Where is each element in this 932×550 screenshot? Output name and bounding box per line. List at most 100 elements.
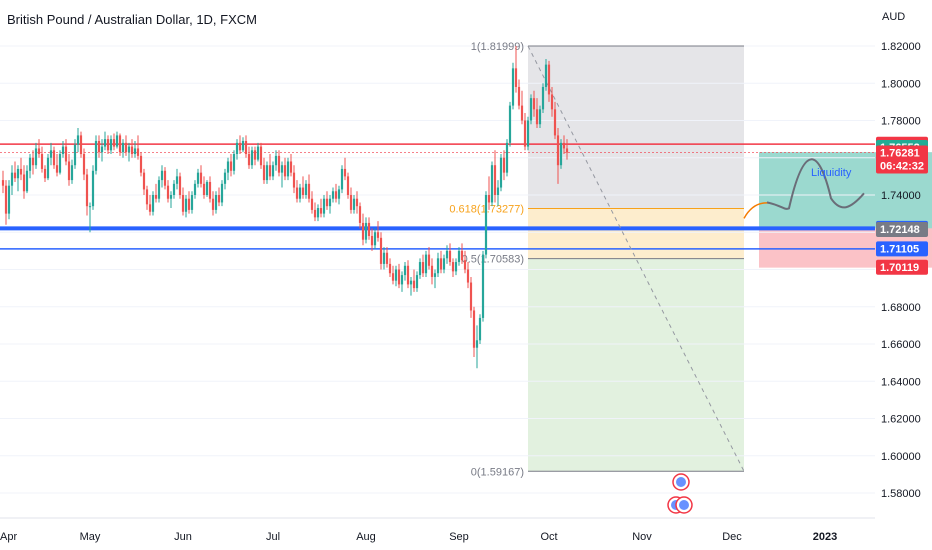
candle-body xyxy=(268,165,272,177)
candle-body xyxy=(172,183,176,195)
candle-body xyxy=(553,109,557,136)
y-tick-label: 1.78000 xyxy=(881,116,921,128)
candle-body xyxy=(301,187,305,195)
y-tick-label: 1.58000 xyxy=(881,488,921,500)
candle-body xyxy=(445,250,449,259)
candle-body xyxy=(562,142,566,149)
candle-body xyxy=(514,68,518,87)
x-tick-label: Jun xyxy=(174,531,192,543)
candle-body xyxy=(484,195,488,255)
candle-body xyxy=(7,185,11,214)
candle-body xyxy=(163,170,167,186)
candle-body xyxy=(505,142,509,173)
fib-level-label: 0(1.59167) xyxy=(471,466,524,478)
candle-body xyxy=(475,340,479,348)
candle-body xyxy=(46,157,50,179)
candle-body xyxy=(217,195,221,203)
candle-body xyxy=(388,263,392,274)
candle-body xyxy=(403,265,407,276)
candle-body xyxy=(526,120,530,147)
candle-body xyxy=(55,165,59,173)
candle-body xyxy=(325,198,329,207)
candle-body xyxy=(226,161,230,173)
fib-zone-lower xyxy=(528,258,744,472)
candle-body xyxy=(451,262,455,272)
candles xyxy=(1,46,569,369)
candle-body xyxy=(472,310,476,348)
candle-body xyxy=(202,183,206,195)
time-axis[interactable]: Apr May Jun Jul Aug Sep Oct Nov Dec 2023 xyxy=(0,517,875,543)
candle-body xyxy=(298,187,302,199)
candle-body xyxy=(406,265,410,285)
y-tick-label: 1.82000 xyxy=(881,41,921,53)
x-tick-label: Apr xyxy=(0,531,17,543)
candle-body xyxy=(34,148,38,166)
candle-body xyxy=(112,139,116,147)
price-tags: 1.767261.765521.7628106:42:321.722061.72… xyxy=(876,136,928,275)
candle-body xyxy=(100,146,104,153)
candle-body xyxy=(448,250,452,263)
candle-body xyxy=(394,269,398,281)
price-tag xyxy=(876,145,928,174)
fib-level-label: 1(1.81999) xyxy=(471,41,524,53)
candle-body xyxy=(160,170,164,181)
candle-body xyxy=(358,206,362,223)
y-tick-label: 1.64000 xyxy=(881,376,921,388)
fib-zone-upper xyxy=(528,46,744,209)
candle-body xyxy=(61,146,65,155)
candle-body xyxy=(130,146,134,155)
candle-body xyxy=(424,254,428,274)
candle-body xyxy=(457,250,461,263)
y-tick-label: 1.62000 xyxy=(881,414,921,426)
x-tick-label: 2023 xyxy=(813,531,837,543)
candle-body xyxy=(31,157,35,166)
candle-body xyxy=(229,161,233,171)
candle-body xyxy=(196,172,200,184)
candle-body xyxy=(343,168,347,177)
candle-body xyxy=(460,250,464,261)
candle-body xyxy=(454,262,458,272)
x-tick-label: Aug xyxy=(356,531,376,543)
fib-level-label: 0.5(1.70583) xyxy=(462,254,524,266)
candle-body xyxy=(211,198,215,210)
candle-body xyxy=(58,154,62,173)
candle-body xyxy=(286,161,290,177)
candle-body xyxy=(496,187,500,195)
candle-body xyxy=(334,191,338,199)
candle-body xyxy=(295,187,299,199)
candle-body xyxy=(82,154,86,175)
candle-body xyxy=(397,269,401,285)
candle-body xyxy=(91,170,95,207)
price-tag-label: 1.71105 xyxy=(880,243,919,255)
price-tag-label: 1.72148 xyxy=(880,224,920,236)
candle-body xyxy=(232,154,236,171)
fibonacci-retracement: 1(1.81999)0.618(1.73277)0.5(1.70583)0(1.… xyxy=(449,41,745,478)
candle-body xyxy=(76,135,80,145)
candle-body xyxy=(469,282,473,311)
event-icons xyxy=(667,473,693,514)
countdown-label: 06:42:32 xyxy=(880,161,924,173)
candle-body xyxy=(385,252,389,264)
chart-title: British Pound / Australian Dollar, 1D, F… xyxy=(7,12,257,27)
candle-body xyxy=(523,120,527,147)
candle-body xyxy=(541,86,545,110)
candle-body xyxy=(427,254,431,266)
x-tick-label: Nov xyxy=(632,531,652,543)
candle-body xyxy=(430,265,434,277)
candle-body xyxy=(391,273,395,281)
candle-body xyxy=(520,105,524,121)
candle-body xyxy=(307,183,311,199)
horizontal-lines xyxy=(0,143,875,250)
candle-body xyxy=(379,237,383,264)
candle-body xyxy=(241,140,245,151)
grid-lines xyxy=(0,45,875,494)
price-tag xyxy=(876,259,928,275)
candle-body xyxy=(340,168,344,190)
candle-body xyxy=(148,204,152,212)
candle-body xyxy=(73,144,77,166)
candle-body xyxy=(550,94,554,110)
candle-body xyxy=(421,262,425,274)
candle-body xyxy=(493,165,497,195)
candle-body xyxy=(436,258,440,274)
